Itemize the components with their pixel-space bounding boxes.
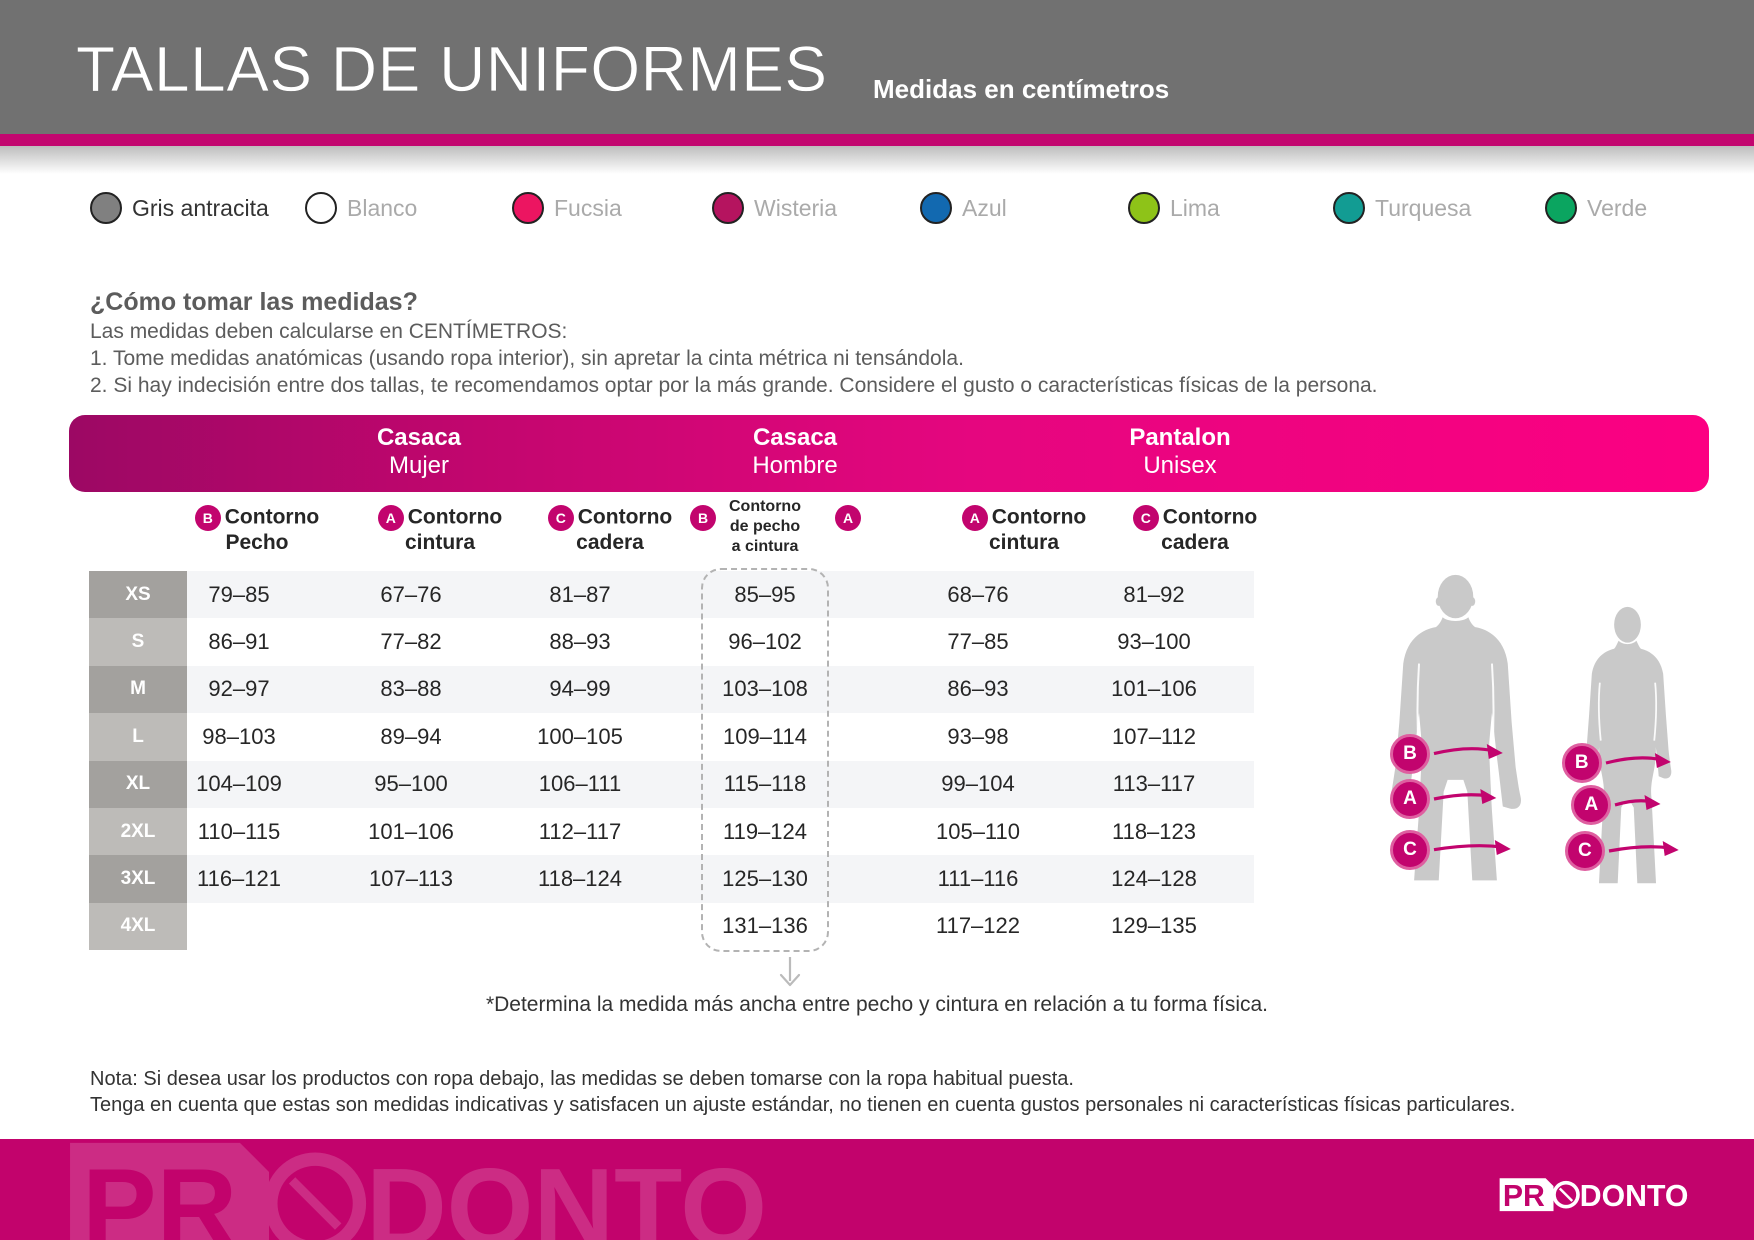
svg-text:DONTO: DONTO [1580,1180,1689,1213]
svg-text:DONTO: DONTO [366,1145,767,1240]
svg-text:PR: PR [82,1145,237,1240]
svg-text:PR: PR [1503,1180,1545,1213]
